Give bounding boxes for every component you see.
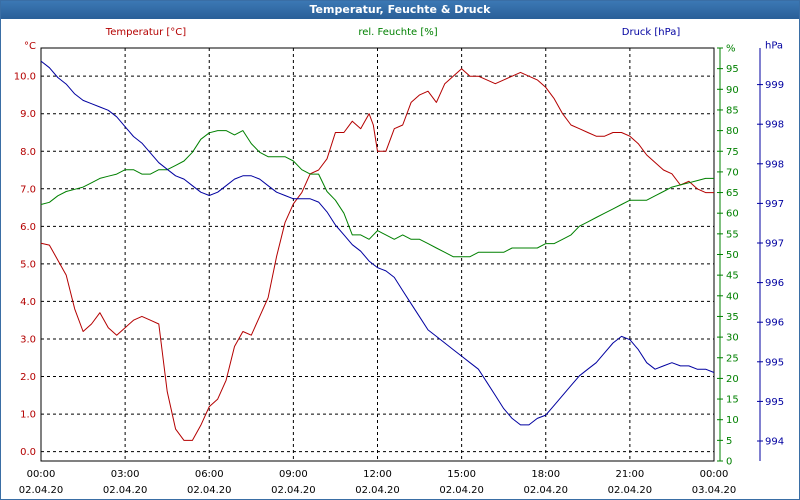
pres-tick-label: 995 [765,357,784,368]
temp-tick-label: 2.0 [20,372,36,383]
hum-tick-label: 50 [726,250,739,261]
hum-tick-label: 0 [726,457,732,468]
x-tick-date: 03.04.20 [692,485,737,496]
pres-tick-label: 996 [765,318,784,329]
chart-labels: 00:00 02.04.20 03:00 02.04.20 06:00 02.04.20 0… [14,27,784,496]
x-tick-time: 18:00 [531,469,560,480]
series-line-temp [40,68,714,441]
temp-tick-label: 1.0 [20,410,36,421]
hum-tick-label: 45 [726,271,739,282]
x-tick-time: 12:00 [363,469,392,480]
x-tick-time: 03:00 [111,469,140,480]
hum-tick-label: 10 [726,415,739,426]
pres-tick-label: 998 [765,120,784,131]
hum-tick-label: 60 [726,209,739,220]
hum-tick-label: 20 [726,374,739,385]
hum-tick-label: 55 [726,229,739,240]
x-tick-date: 02.04.20 [355,485,400,496]
window-title: Temperatur, Feuchte & Druck [1,1,799,19]
hum-tick-label: % [726,44,736,55]
hum-tick-label: 25 [726,353,739,364]
temp-tick-label: 4.0 [20,297,36,308]
x-tick-time: 06:00 [195,469,224,480]
temp-tick-label: 10.0 [14,72,36,83]
series-line-pres [40,60,715,426]
hum-tick-label: 15 [726,395,739,406]
series-line-hum [40,130,714,258]
hum-tick-label: 5 [726,436,732,447]
x-tick-date: 02.04.20 [19,485,64,496]
temp-tick-label: 9.0 [20,109,36,120]
temp-tick-label: 0.0 [20,447,36,458]
series-label-pres: Druck [hPa] [622,27,681,38]
hum-tick-label: 90 [726,85,739,96]
pres-tick-label: hPa [765,41,783,52]
x-tick-time: 21:00 [615,469,644,480]
x-tick-time: 00:00 [27,469,56,480]
series-label-hum: rel. Feuchte [%] [358,27,437,38]
x-tick-time: 09:00 [279,469,308,480]
temp-tick-label: 3.0 [20,334,36,345]
hum-tick-label: 75 [726,147,739,158]
temp-tick-label: 5.0 [20,259,36,270]
chart-grid [40,47,763,462]
pres-tick-label: 996 [765,278,784,289]
hum-tick-label: 40 [726,291,739,302]
hum-tick-label: 35 [726,312,739,323]
x-tick-date: 02.04.20 [271,485,316,496]
x-tick-time: 00:00 [700,469,729,480]
pres-tick-label: 997 [765,199,784,210]
x-tick-date: 02.04.20 [523,485,568,496]
pres-tick-label: 997 [765,239,784,250]
x-tick-time: 15:00 [447,469,476,480]
hum-tick-label: 65 [726,188,739,199]
pres-tick-label: 998 [765,159,784,170]
hum-tick-label: 70 [726,167,739,178]
temp-tick-label: 6.0 [20,222,36,233]
temp-unit-label: °C [24,41,36,52]
hum-tick-label: 95 [726,64,739,75]
x-tick-date: 02.04.20 [608,485,653,496]
hum-tick-label: 85 [726,105,739,116]
pres-tick-label: 994 [765,437,784,448]
pres-tick-label: 999 [765,80,784,91]
temp-tick-label: 7.0 [20,184,36,195]
pres-tick-label: 995 [765,397,784,408]
x-tick-date: 02.04.20 [103,485,148,496]
x-tick-date: 02.04.20 [439,485,484,496]
hum-tick-label: 30 [726,333,739,344]
x-tick-date: 02.04.20 [187,485,232,496]
hum-tick-label: 80 [726,126,739,137]
chart-lines [40,60,715,441]
series-label-temp: Temperatur [°C] [105,27,186,38]
temp-tick-label: 8.0 [20,147,36,158]
